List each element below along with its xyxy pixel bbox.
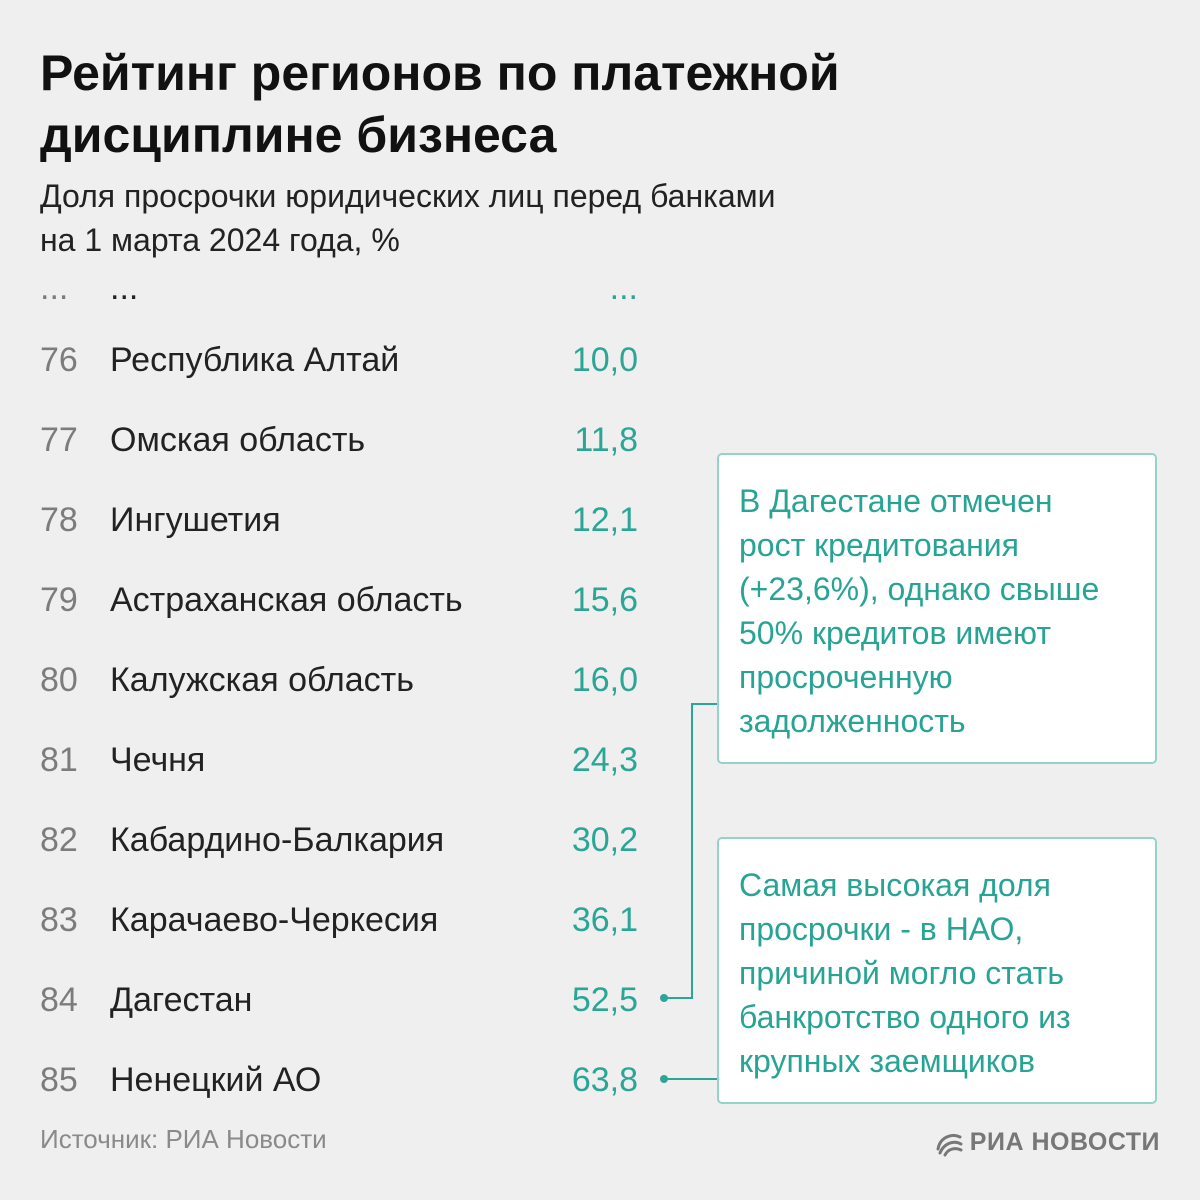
- callout-line: просрочки - в НАО,: [739, 911, 1024, 947]
- row-rank: 77: [40, 421, 78, 459]
- table-row: 80 Калужская область 16,0: [0, 650, 660, 710]
- dagestan-connector-dot: [660, 994, 668, 1002]
- row-region: Омская область: [110, 421, 366, 459]
- row-value: 63,8: [571, 1061, 638, 1099]
- callout-line: просроченную: [739, 659, 953, 695]
- callout-line: крупных заемщиков: [739, 1043, 1035, 1079]
- ria-swirl-icon: [936, 1134, 963, 1157]
- row-rank: 78: [40, 501, 78, 539]
- dagestan-callout: В Дагестане отмечен рост кредитования (+…: [717, 453, 1157, 764]
- row-value: 12,1: [571, 501, 638, 539]
- ellipsis-value: ...: [609, 269, 638, 307]
- table-row: 77 Омская область 11,8: [0, 410, 660, 470]
- callout-line: банкротство одного из: [739, 999, 1071, 1035]
- nao-connector-dot: [660, 1075, 668, 1083]
- row-rank: 76: [40, 341, 78, 379]
- row-region: Калужская область: [110, 661, 414, 699]
- row-rank: 80: [40, 661, 78, 699]
- table-row: 76 Республика Алтай 10,0: [0, 330, 660, 390]
- row-rank: 83: [40, 901, 78, 939]
- callout-line: 50% кредитов имеют: [739, 615, 1051, 651]
- callout-line: задолженность: [739, 703, 966, 739]
- source-note: Источник: РИА Новости: [40, 1124, 327, 1154]
- row-region: Ненецкий АО: [110, 1061, 322, 1099]
- row-rank: 81: [40, 741, 78, 779]
- table-row: 82 Кабардино-Балкария 30,2: [0, 810, 660, 870]
- row-rank: 79: [40, 581, 78, 619]
- table-row: 83 Карачаево-Черкесия 36,1: [0, 890, 660, 950]
- row-value: 16,0: [571, 661, 638, 699]
- ellipsis-name: ...: [110, 269, 139, 307]
- row-rank: 85: [40, 1061, 78, 1099]
- row-value: 15,6: [571, 581, 638, 619]
- ellipsis-rank: ...: [40, 269, 69, 307]
- row-value: 52,5: [571, 981, 638, 1019]
- ellipsis-row: ... ... ...: [0, 258, 660, 318]
- nao-callout: Самая высокая доля просрочки - в НАО, пр…: [717, 837, 1157, 1104]
- row-value: 30,2: [571, 821, 638, 859]
- dagestan-connector-line: [664, 703, 717, 999]
- row-value: 11,8: [574, 421, 638, 459]
- row-value: 36,1: [571, 901, 638, 939]
- row-region: Кабардино-Балкария: [110, 821, 445, 859]
- logo-text: РИА НОВОСТИ: [969, 1127, 1160, 1156]
- row-region: Астраханская область: [110, 581, 463, 619]
- callout-line: (+23,6%), однако свыше: [739, 571, 1100, 607]
- row-region: Чечня: [110, 741, 206, 779]
- row-value: 24,3: [571, 741, 638, 779]
- table-row: 84 Дагестан 52,5: [0, 970, 660, 1030]
- table-row: 78 Ингушетия 12,1: [0, 490, 660, 550]
- row-rank: 84: [40, 981, 78, 1019]
- row-value: 10,0: [571, 341, 638, 379]
- ria-logo: РИА НОВОСТИ: [934, 1124, 1160, 1160]
- table-row: 81 Чечня 24,3: [0, 730, 660, 790]
- row-region: Ингушетия: [110, 501, 281, 539]
- subtitle-line-2: на 1 марта 2024 года, %: [40, 222, 400, 258]
- chart-subtitle: Доля просрочки юридических лиц перед бан…: [40, 174, 940, 262]
- callout-line: причиной могло стать: [739, 955, 1064, 991]
- table-row: 79 Астраханская область 15,6: [0, 570, 660, 630]
- subtitle-line-1: Доля просрочки юридических лиц перед бан…: [40, 178, 776, 214]
- callout-line: Самая высокая доля: [739, 867, 1051, 903]
- row-region: Республика Алтай: [110, 341, 400, 379]
- callout-line: рост кредитования: [739, 527, 1019, 563]
- row-region: Карачаево-Черкесия: [110, 901, 439, 939]
- chart-title: Рейтинг регионов по платежной дисциплине…: [40, 45, 840, 163]
- table-row: 85 Ненецкий АО 63,8: [0, 1050, 660, 1110]
- row-rank: 82: [40, 821, 78, 859]
- callout-line: В Дагестане отмечен: [739, 483, 1053, 519]
- row-region: Дагестан: [110, 981, 253, 1019]
